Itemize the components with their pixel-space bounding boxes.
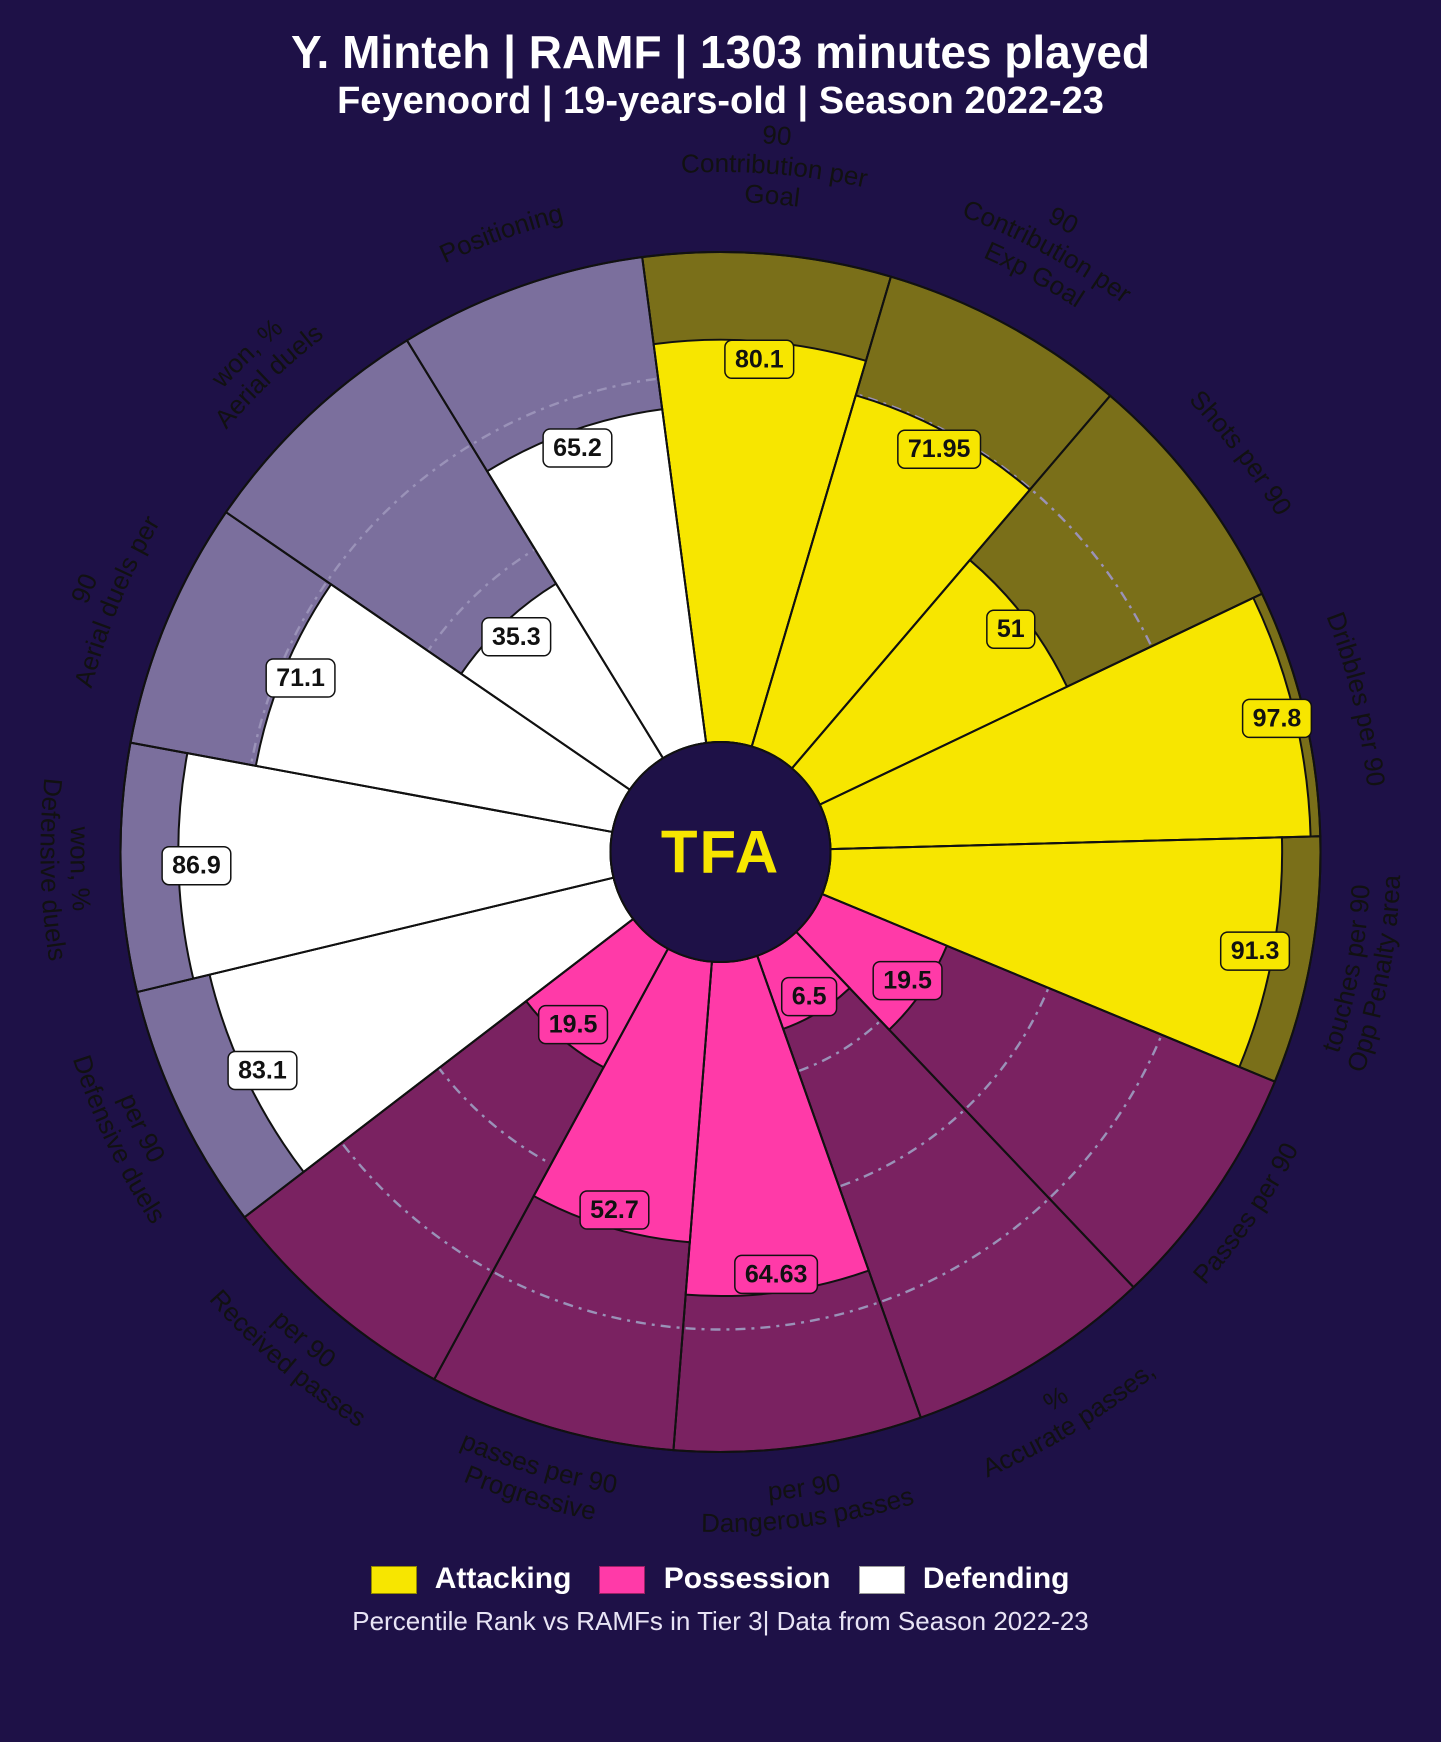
legend-label-possession: Possession xyxy=(664,1562,831,1595)
value-label-text: 52.7 xyxy=(590,1196,639,1224)
value-label-text: 65.2 xyxy=(553,434,602,462)
legend-item-attacking: Attacking xyxy=(371,1562,571,1596)
legend-item-possession: Possession xyxy=(599,1562,830,1596)
chart-footer: Percentile Rank vs RAMFs in Tier 3| Data… xyxy=(0,1606,1441,1637)
metric-label: 90 xyxy=(761,122,792,151)
center: TFA xyxy=(611,742,831,962)
chart-title-line1: Y. Minteh | RAMF | 1303 minutes played xyxy=(0,28,1441,76)
chart-stage: GoalContribution per90Exp GoalContributi… xyxy=(0,122,1441,1562)
legend-label-defending: Defending xyxy=(923,1562,1070,1595)
value-label-text: 80.1 xyxy=(735,345,784,373)
metric-label: Dribbles per 90 xyxy=(1321,608,1392,788)
value-label-text: 97.8 xyxy=(1253,705,1302,733)
legend-swatch-defending xyxy=(859,1566,905,1594)
value-label-text: 35.3 xyxy=(492,623,541,651)
value-label-text: 19.5 xyxy=(549,1011,598,1039)
chart-title-line2: Feyenoord | 19-years-old | Season 2022-2… xyxy=(0,82,1441,122)
value-label-text: 6.5 xyxy=(792,983,827,1011)
legend-item-defending: Defending xyxy=(859,1562,1070,1596)
chart-title: Y. Minteh | RAMF | 1303 minutes played F… xyxy=(0,28,1441,122)
value-label-text: 71.1 xyxy=(276,664,325,692)
metric-label: won, % xyxy=(64,825,97,912)
value-label-text: 86.9 xyxy=(172,852,221,880)
legend-label-attacking: Attacking xyxy=(435,1562,572,1595)
value-label-text: 83.1 xyxy=(238,1057,287,1085)
legend-swatch-possession xyxy=(599,1566,645,1594)
value-label-text: 91.3 xyxy=(1231,937,1280,965)
legend: Attacking Possession Defending xyxy=(0,1562,1441,1596)
metric-label: Goal xyxy=(744,179,802,213)
legend-swatch-attacking xyxy=(371,1566,417,1594)
value-label-text: 71.95 xyxy=(908,435,971,463)
value-label-text: 64.63 xyxy=(745,1261,808,1289)
polar-chart-svg: GoalContribution per90Exp GoalContributi… xyxy=(0,122,1441,1562)
value-label-text: 19.5 xyxy=(883,967,932,995)
value-label-text: 51 xyxy=(997,615,1025,643)
center-logo: TFA xyxy=(661,819,780,886)
metric-label: Positioning xyxy=(435,198,566,269)
